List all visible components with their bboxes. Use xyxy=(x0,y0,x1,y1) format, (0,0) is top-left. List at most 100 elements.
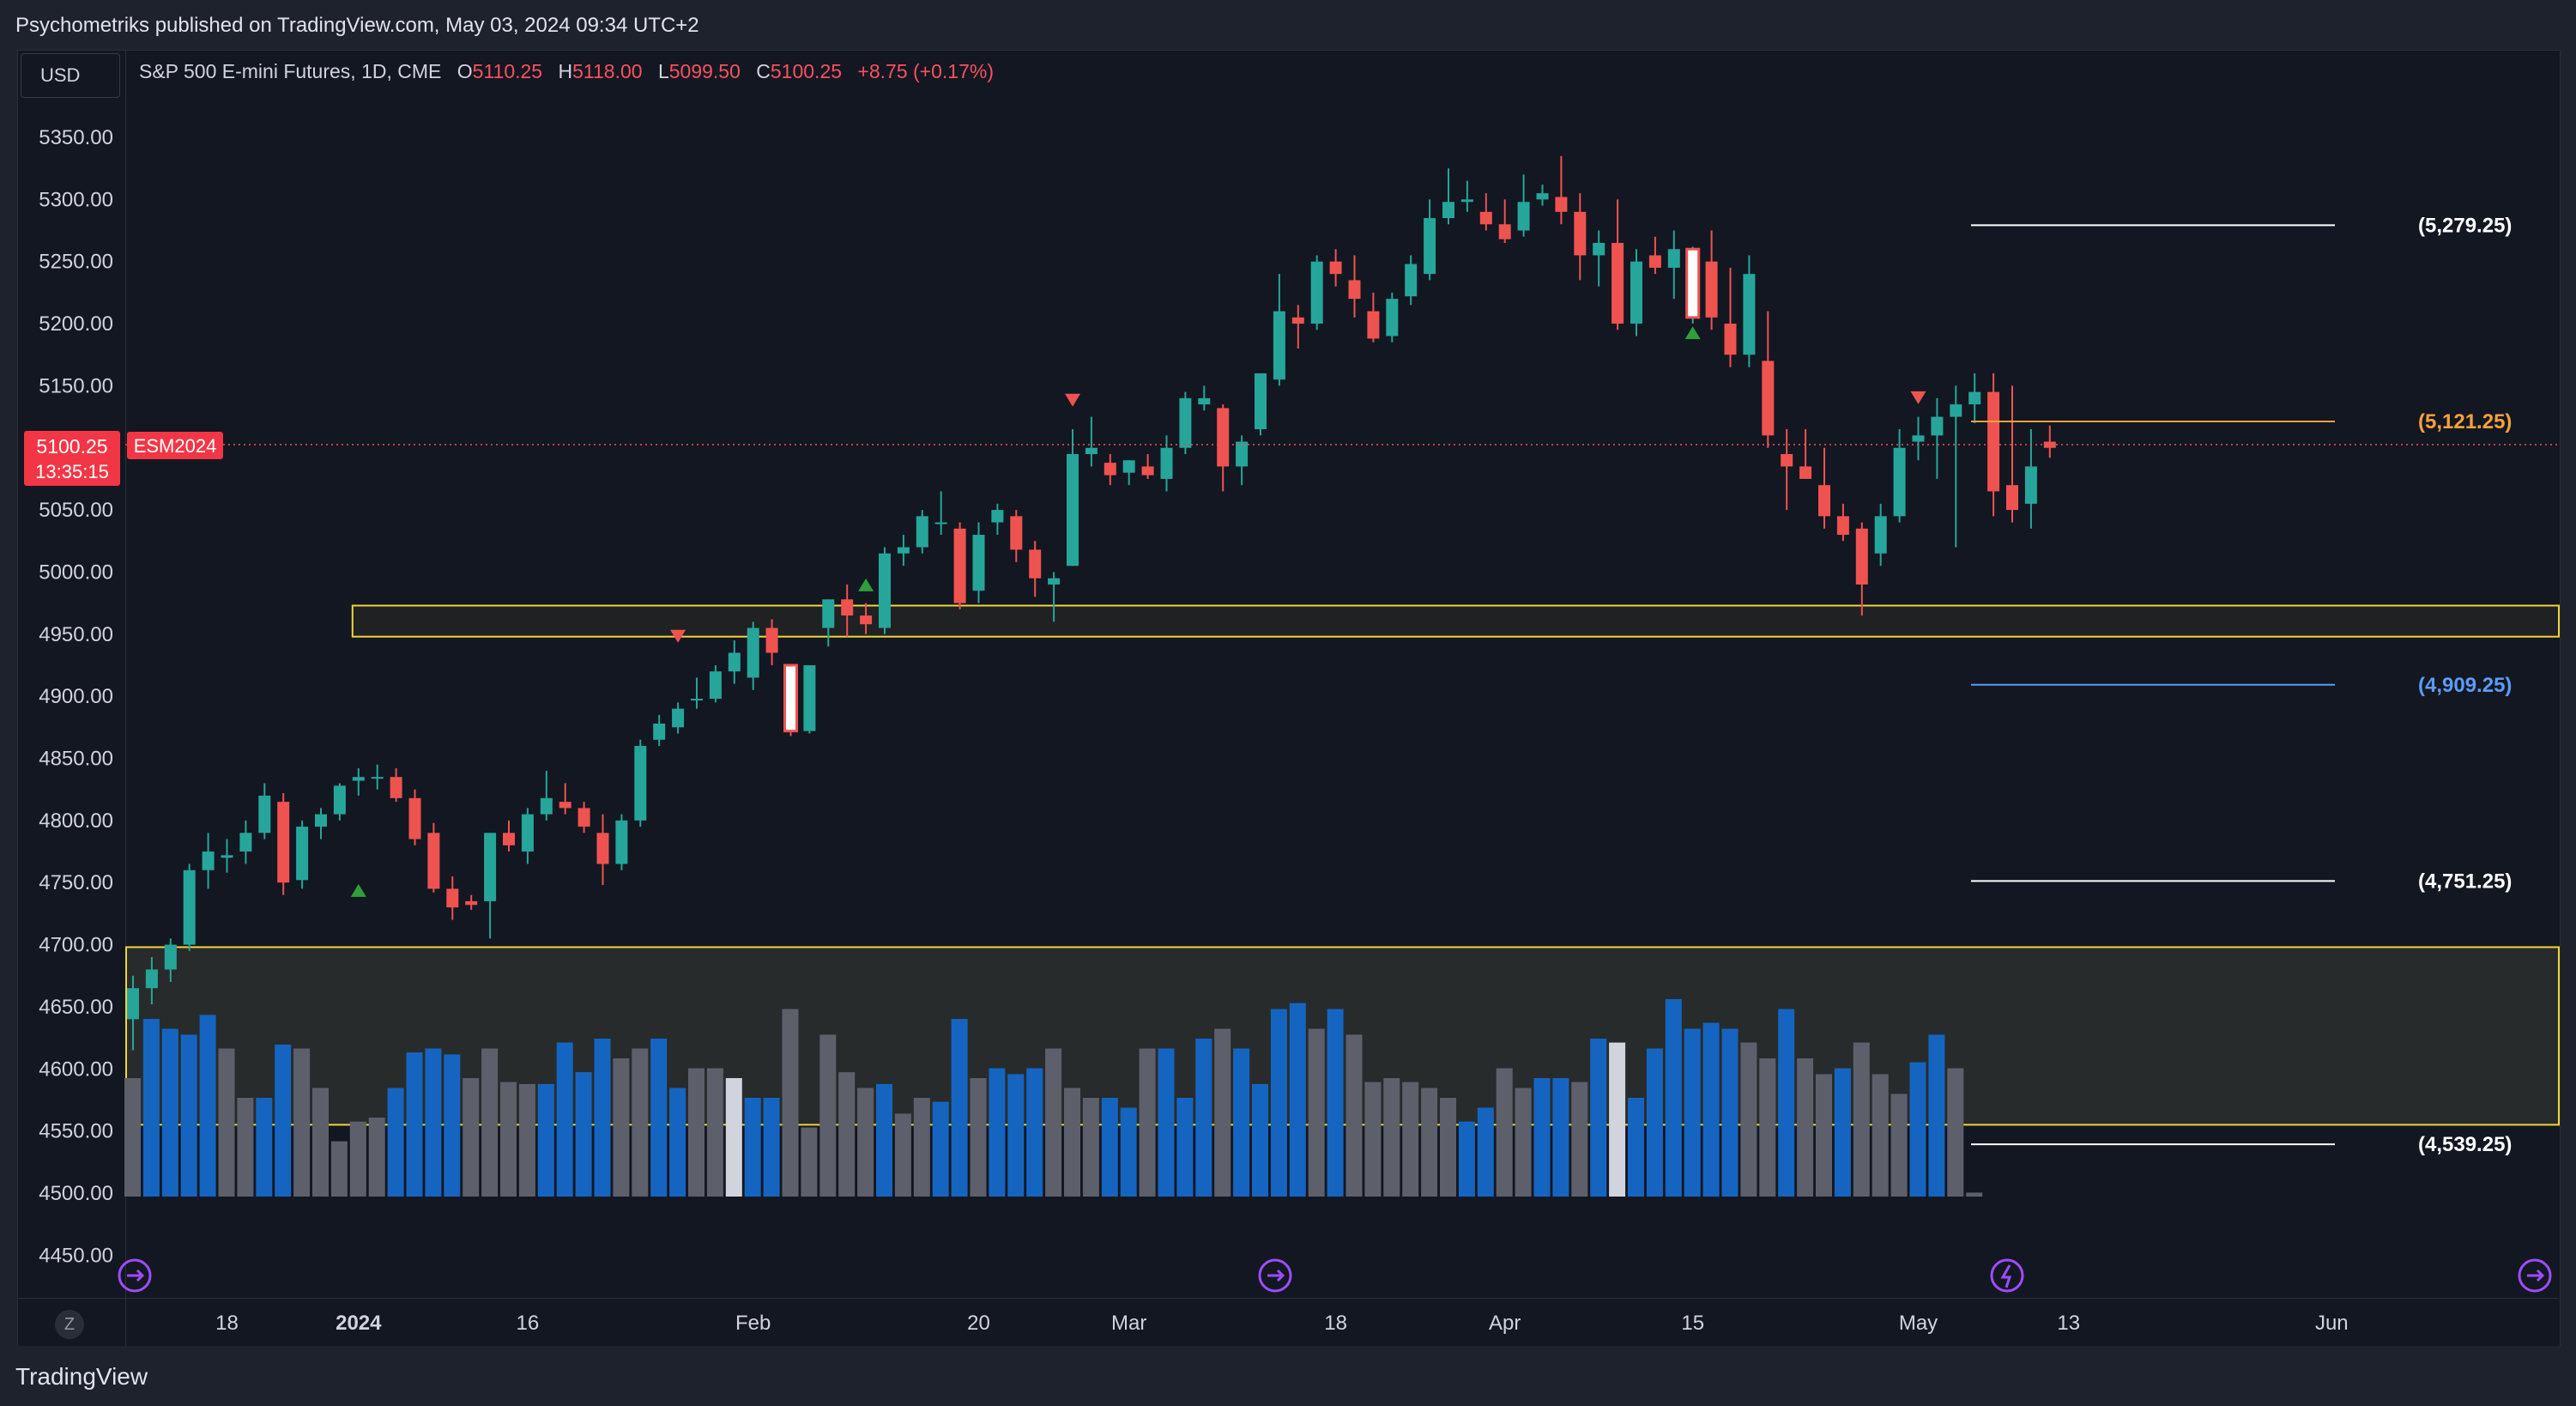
future-event-icon[interactable] xyxy=(2518,1258,2552,1293)
candle-body[interactable] xyxy=(333,785,346,815)
candle-body[interactable] xyxy=(1705,261,1718,318)
candle-body[interactable] xyxy=(728,652,741,672)
candle-body[interactable] xyxy=(991,510,1004,523)
candle-body[interactable] xyxy=(822,599,835,628)
candle-body[interactable] xyxy=(691,699,703,701)
candle-body[interactable] xyxy=(1424,218,1436,275)
candle-body[interactable] xyxy=(860,615,873,625)
candle-body[interactable] xyxy=(1950,404,1962,417)
candle-body[interactable] xyxy=(258,795,271,833)
candle-body[interactable] xyxy=(1010,516,1023,550)
candle-body[interactable] xyxy=(615,820,628,864)
candle-body[interactable] xyxy=(1593,242,1605,256)
support-zone[interactable] xyxy=(351,604,2560,638)
candle-body[interactable] xyxy=(1217,408,1230,467)
candle-body[interactable] xyxy=(972,535,985,591)
dividend-icon[interactable] xyxy=(1258,1258,1292,1293)
candle-body[interactable] xyxy=(1029,549,1042,579)
candle-body[interactable] xyxy=(1555,197,1568,212)
candle-body[interactable] xyxy=(352,777,365,781)
highlighted-candle[interactable] xyxy=(783,664,798,733)
candle-body[interactable] xyxy=(1630,261,1642,324)
candle-body[interactable] xyxy=(1987,391,2000,492)
candle-body[interactable] xyxy=(1968,391,1981,405)
candle-body[interactable] xyxy=(427,833,440,889)
candle-body[interactable] xyxy=(2006,485,2018,511)
candle-body[interactable] xyxy=(1574,211,1587,256)
candle-body[interactable] xyxy=(315,814,327,827)
candle-body[interactable] xyxy=(1517,202,1530,231)
candle-body[interactable] xyxy=(503,833,515,845)
candle-body[interactable] xyxy=(1648,255,1661,268)
candle-body[interactable] xyxy=(202,851,215,870)
candle-body[interactable] xyxy=(1386,299,1399,336)
candle-body[interactable] xyxy=(765,627,778,653)
candle-body[interactable] xyxy=(916,516,928,548)
candle-body[interactable] xyxy=(559,802,571,809)
candle-body[interactable] xyxy=(446,888,459,908)
candle-body[interactable] xyxy=(1255,373,1267,430)
candle-body[interactable] xyxy=(145,969,158,989)
candle-body[interactable] xyxy=(1329,261,1342,275)
candle-body[interactable] xyxy=(577,808,590,827)
candle-body[interactable] xyxy=(1724,324,1737,355)
candle-body[interactable] xyxy=(1122,460,1135,473)
candle-body[interactable] xyxy=(1893,447,1906,517)
auto-scale-button[interactable]: Z xyxy=(55,1310,84,1339)
candle-body[interactable] xyxy=(2024,466,2037,504)
candle-body[interactable] xyxy=(653,723,666,740)
candle-body[interactable] xyxy=(296,827,309,881)
candle-body[interactable] xyxy=(540,797,553,815)
candle-body[interactable] xyxy=(221,855,233,858)
candle-body[interactable] xyxy=(1855,528,1868,585)
candle-body[interactable] xyxy=(1667,249,1680,268)
candle-body[interactable] xyxy=(1498,224,1511,239)
candle-body[interactable] xyxy=(1536,193,1549,200)
candle-body[interactable] xyxy=(1931,416,1944,436)
candle-body[interactable] xyxy=(408,797,421,839)
candle-body[interactable] xyxy=(672,708,685,728)
candle-body[interactable] xyxy=(803,664,816,731)
candle-body[interactable] xyxy=(1836,516,1849,536)
candle-body[interactable] xyxy=(183,870,196,945)
candle-body[interactable] xyxy=(879,553,891,628)
candle-body[interactable] xyxy=(239,833,252,852)
candle-body[interactable] xyxy=(1348,280,1361,300)
candle-body[interactable] xyxy=(1367,311,1380,339)
candle-body[interactable] xyxy=(1612,242,1624,324)
candle-body[interactable] xyxy=(897,547,910,554)
candle-body[interactable] xyxy=(2043,441,2056,448)
candle-body[interactable] xyxy=(164,944,177,970)
candle-body[interactable] xyxy=(1310,261,1323,324)
highlighted-candle[interactable] xyxy=(1685,247,1701,319)
candle-body[interactable] xyxy=(1104,463,1116,476)
candle-body[interactable] xyxy=(596,833,609,864)
candle-body[interactable] xyxy=(1048,578,1061,585)
candle-body[interactable] xyxy=(465,900,478,906)
candle-body[interactable] xyxy=(1799,466,1812,479)
candle-body[interactable] xyxy=(277,802,290,883)
candle-body[interactable] xyxy=(1085,447,1098,454)
candle-body[interactable] xyxy=(1460,199,1473,203)
candle-body[interactable] xyxy=(1141,466,1154,476)
session-break-icon[interactable] xyxy=(118,1258,152,1293)
candle-body[interactable] xyxy=(1874,516,1887,554)
candle-body[interactable] xyxy=(953,528,966,603)
candle-body[interactable] xyxy=(1781,453,1793,467)
candle-body[interactable] xyxy=(1067,453,1079,567)
candle-body[interactable] xyxy=(634,746,647,821)
candle-body[interactable] xyxy=(371,777,384,779)
candle-body[interactable] xyxy=(390,777,402,798)
candle-body[interactable] xyxy=(1405,264,1418,297)
currency-button[interactable]: USD xyxy=(21,53,120,98)
candle-body[interactable] xyxy=(1198,397,1211,405)
candle-body[interactable] xyxy=(841,599,854,616)
candle-body[interactable] xyxy=(484,833,497,901)
candle-body[interactable] xyxy=(1762,361,1775,436)
candle-body[interactable] xyxy=(1273,311,1285,380)
candle-body[interactable] xyxy=(1818,485,1830,517)
candle-body[interactable] xyxy=(1479,211,1492,225)
candle-body[interactable] xyxy=(747,627,759,678)
candle-body[interactable] xyxy=(934,522,947,524)
